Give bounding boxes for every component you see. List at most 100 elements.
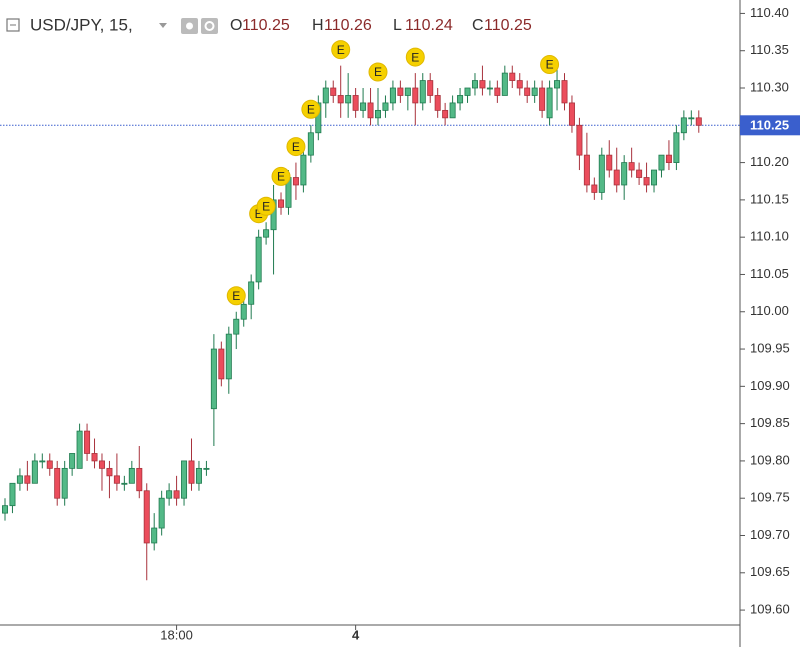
candle-body [76, 430, 83, 469]
ohlc-label: L [393, 17, 402, 34]
collapse-icon[interactable] [6, 18, 20, 32]
candle-body [360, 102, 367, 111]
candle-body [69, 453, 76, 469]
candle-body [606, 154, 613, 171]
event-label: E [277, 170, 285, 184]
candle-body [181, 460, 188, 499]
event-marker [226, 286, 246, 306]
candle-body [680, 117, 687, 134]
event-marker [540, 55, 560, 75]
candle-body [121, 482, 128, 485]
candle-body [419, 80, 426, 104]
candle-body [173, 490, 180, 499]
y-tick-label: 110.00 [750, 303, 789, 318]
candle-body [665, 154, 672, 163]
candle-body [203, 467, 210, 470]
candle-body [561, 80, 568, 104]
candle-body [330, 87, 337, 96]
y-tick-label: 109.80 [750, 452, 790, 467]
candle-body [598, 154, 605, 193]
candle-body [457, 95, 464, 104]
ohlc-value: 110.26 [324, 17, 372, 34]
event-label: E [337, 43, 345, 57]
candle-body [240, 303, 247, 320]
candle-body [613, 169, 620, 186]
y-tick-label: 109.90 [750, 378, 790, 393]
y-tick-label: 109.85 [750, 415, 790, 430]
last-price-badge [740, 115, 800, 136]
last-price-label: 110.25 [750, 118, 789, 133]
y-tick-label: 110.15 [750, 191, 789, 206]
event-marker [271, 166, 291, 186]
candle-body [188, 460, 195, 484]
candle-body [337, 95, 344, 104]
x-tick-label: 4 [352, 627, 360, 642]
event-label: E [232, 289, 240, 303]
candle-body [621, 162, 628, 186]
candle-body [9, 482, 16, 507]
ohlc-value: 110.25 [484, 17, 532, 34]
settings-icon-gear [204, 21, 215, 31]
candle-body [136, 467, 143, 492]
candle-body [516, 80, 523, 89]
event-marker [331, 40, 351, 60]
candle-body [427, 80, 434, 96]
candle-body [539, 87, 546, 111]
candle-body [292, 177, 299, 186]
y-tick-label: 110.40 [750, 5, 789, 20]
candle-body [583, 154, 590, 186]
event-marker [301, 99, 321, 119]
candle-body [374, 109, 381, 119]
candle-body [442, 109, 449, 119]
candle-body [2, 505, 8, 514]
candle-body [546, 87, 553, 119]
candle-body [195, 467, 202, 484]
candle-body [218, 348, 225, 380]
candle-body [16, 475, 23, 484]
candle-body [322, 87, 329, 104]
candle-body [412, 87, 419, 104]
y-tick-label: 109.95 [750, 340, 790, 355]
candle-body [255, 236, 262, 283]
candle-body [367, 102, 374, 119]
candle-body [434, 95, 441, 111]
candle-body [307, 132, 314, 156]
candle-body [658, 154, 665, 171]
candle-body [61, 467, 68, 499]
y-tick-label: 110.20 [750, 154, 789, 169]
candle-body [300, 154, 307, 186]
y-tick-label: 109.75 [750, 490, 790, 505]
event-label: E [374, 65, 382, 79]
symbol: USD/JPY, 15, [30, 15, 133, 34]
candle-body [509, 72, 516, 81]
candle-body [91, 453, 98, 462]
candle-body [158, 497, 165, 529]
event-label: E [292, 140, 300, 154]
candle-body [278, 199, 285, 208]
candle-body [54, 467, 61, 499]
candle-body [576, 124, 583, 156]
candle-body [486, 87, 493, 90]
settings-icon[interactable] [201, 18, 218, 34]
y-tick-label: 110.10 [750, 229, 789, 244]
candle-body [471, 80, 478, 89]
candle-body [248, 281, 255, 305]
y-tick-label: 109.60 [750, 602, 790, 617]
candle-body [479, 80, 486, 89]
candle-body [151, 527, 158, 544]
candle-body [591, 184, 598, 193]
candle-body [397, 87, 404, 96]
candle-body [128, 467, 135, 484]
y-tick-label: 110.05 [750, 266, 789, 281]
eye-icon-pupil [186, 22, 193, 30]
ohlc-label: O [230, 17, 242, 34]
dropdown-arrow[interactable] [159, 23, 167, 28]
event-marker [368, 62, 388, 82]
candle-body [628, 162, 635, 171]
candle-body [464, 87, 471, 96]
candle-body [651, 169, 658, 186]
candle-body [210, 348, 217, 410]
